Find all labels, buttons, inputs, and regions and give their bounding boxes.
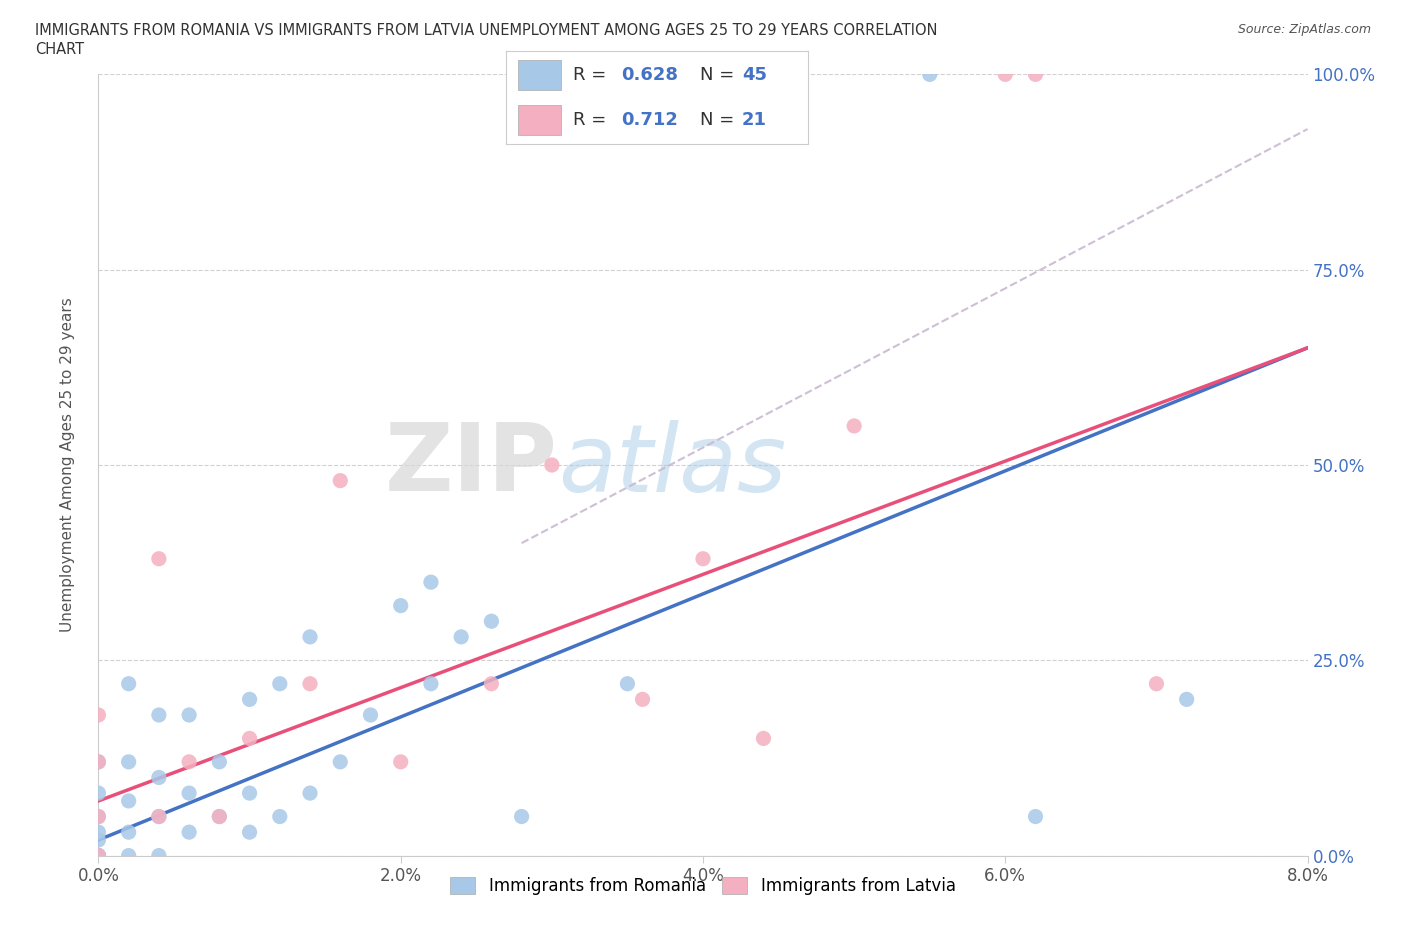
Text: CHART: CHART (35, 42, 84, 57)
Point (269, 809, 291, 824)
Point (918, 67, 941, 82)
Point (239, 731, 262, 746)
Point (148, 551, 170, 566)
Point (87, 754, 110, 769)
Point (208, 809, 231, 824)
Point (239, 825, 262, 840)
Point (661, 67, 683, 82)
Point (329, 473, 352, 488)
Text: R =: R = (572, 66, 606, 85)
Point (118, 848, 141, 863)
Point (239, 692, 262, 707)
Point (420, 676, 443, 691)
Text: N =: N = (700, 111, 734, 129)
Point (1146, 676, 1168, 691)
Point (692, 551, 714, 566)
Point (148, 708, 170, 723)
Point (118, 825, 141, 840)
Point (148, 848, 170, 863)
Point (299, 786, 322, 801)
Point (118, 793, 141, 808)
Point (631, 692, 654, 707)
Text: 45: 45 (742, 66, 766, 85)
Y-axis label: Unemployment Among Ages 25 to 29 years: Unemployment Among Ages 25 to 29 years (60, 298, 75, 632)
Point (87, 848, 110, 863)
Point (87, 825, 110, 840)
Point (616, 676, 638, 691)
Point (389, 754, 412, 769)
Point (87, 832, 110, 847)
Point (179, 825, 201, 840)
Point (481, 676, 503, 691)
Point (87, 848, 110, 863)
Point (87, 848, 110, 863)
Text: 0.628: 0.628 (621, 66, 678, 85)
Point (510, 809, 533, 824)
Text: ZIP: ZIP (385, 419, 558, 511)
Point (299, 676, 322, 691)
Point (1025, 67, 1047, 82)
Point (540, 458, 562, 472)
Point (118, 754, 141, 769)
Point (87, 848, 110, 863)
Point (87, 708, 110, 723)
Point (179, 786, 201, 801)
Point (208, 754, 231, 769)
FancyBboxPatch shape (519, 105, 561, 135)
Point (1175, 692, 1198, 707)
Text: 0.712: 0.712 (621, 111, 678, 129)
Text: N =: N = (700, 66, 734, 85)
Point (87, 809, 110, 824)
Text: R =: R = (572, 111, 606, 129)
Point (994, 67, 1017, 82)
Point (148, 770, 170, 785)
Point (87, 754, 110, 769)
Point (239, 786, 262, 801)
Point (844, 418, 866, 433)
Point (87, 809, 110, 824)
Point (148, 809, 170, 824)
Point (450, 630, 472, 644)
Text: Source: ZipAtlas.com: Source: ZipAtlas.com (1237, 23, 1371, 36)
Point (420, 575, 443, 590)
Point (360, 708, 382, 723)
Point (87, 786, 110, 801)
Text: IMMIGRANTS FROM ROMANIA VS IMMIGRANTS FROM LATVIA UNEMPLOYMENT AMONG AGES 25 TO : IMMIGRANTS FROM ROMANIA VS IMMIGRANTS FR… (35, 23, 938, 38)
Legend: Immigrants from Romania, Immigrants from Latvia: Immigrants from Romania, Immigrants from… (444, 870, 962, 902)
Point (329, 754, 352, 769)
FancyBboxPatch shape (519, 60, 561, 90)
Point (481, 614, 503, 629)
Point (87, 848, 110, 863)
Point (148, 809, 170, 824)
Point (208, 809, 231, 824)
Point (752, 731, 775, 746)
Point (269, 676, 291, 691)
Point (179, 754, 201, 769)
Point (389, 598, 412, 613)
Point (87, 848, 110, 863)
Point (1025, 809, 1047, 824)
Point (299, 630, 322, 644)
Text: 21: 21 (742, 111, 766, 129)
Text: atlas: atlas (558, 419, 786, 511)
Point (723, 67, 745, 82)
Point (118, 676, 141, 691)
Point (179, 708, 201, 723)
